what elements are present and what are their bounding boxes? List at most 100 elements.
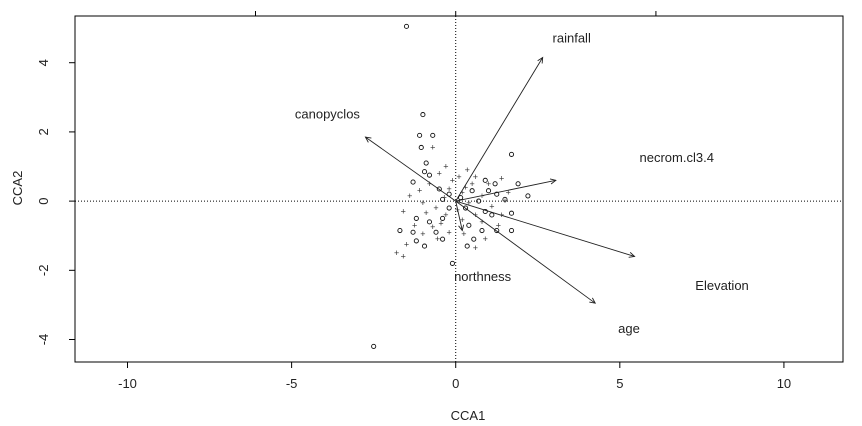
species-point: + [506,187,511,197]
species-point: + [435,234,440,244]
biplot-arrows-group [364,56,636,304]
reference-lines-group [75,16,843,362]
species-point: + [433,203,438,213]
site-point [494,191,500,197]
site-point [417,132,423,138]
biplot-arrow-head [537,56,544,64]
species-point: + [465,165,470,175]
species-point: + [401,251,406,261]
species-point: + [447,227,452,237]
species-point: + [461,229,466,239]
species-point: + [450,175,455,185]
species-point: + [483,234,488,244]
species-point: + [469,179,474,189]
site-point [420,112,426,118]
species-point: + [479,217,484,227]
species-point: + [407,191,412,201]
species-point: + [401,206,406,216]
species-point: + [447,184,452,194]
x-tick-label: 10 [777,376,791,391]
site-point [410,179,416,185]
site-point [426,219,433,225]
plot-frame-group [74,15,844,363]
species-point: + [442,193,447,203]
species-point: + [437,168,442,178]
biplot-label-necrom-cl3-4: necrom.cl3.4 [640,150,714,165]
species-point: + [412,220,417,230]
species-point: + [420,229,425,239]
species-point: + [486,179,491,189]
species-point: + [443,162,448,172]
species-point: + [479,191,484,201]
site-point [436,186,442,192]
biplot-labels-group: rainfall canopyclos necrom.cl3.4 Elevation a… [295,30,749,336]
plot-frame [74,15,844,363]
site-point [426,172,433,178]
species-point: + [417,186,422,196]
species-point: + [438,219,443,229]
x-tick-label: 0 [452,376,459,391]
species-point: + [455,205,460,215]
site-point [423,160,429,166]
site-point [440,236,446,242]
biplot-arrow [455,57,544,202]
x-axis-title: CCA1 [451,408,486,423]
site-point [479,227,485,234]
biplot-arrow [455,200,635,257]
site-point [433,229,439,235]
species-point: + [466,198,471,208]
species-point: + [473,210,478,220]
y-tick-label: 2 [36,128,51,135]
species-point: + [424,208,429,218]
species-point: + [427,179,432,189]
species-point: + [404,239,409,249]
site-point [440,196,446,202]
site-point [458,195,464,201]
site-point [489,212,495,218]
site-point [469,188,475,194]
site-point [410,229,416,235]
site-point [449,260,455,266]
site-point [371,343,377,349]
y-tick-label: -2 [36,265,51,277]
site-point [440,215,446,221]
species-point: + [394,248,399,258]
site-point [466,222,472,228]
site-point [471,236,477,242]
biplot-label-canopyclos: canopyclos [295,107,361,122]
y-axis-title: CCA2 [10,171,25,206]
biplot-arrow-head [589,297,597,304]
x-tick-label: -10 [118,376,137,391]
species-point: + [473,243,478,253]
biplot-label-northness: northness [454,269,512,284]
site-point [463,205,469,211]
species-point: + [456,172,461,182]
species-point: + [430,222,435,232]
x-tick-label: -5 [286,376,298,391]
site-point [508,227,515,234]
biplot-arrow-head [458,224,465,232]
site-point [446,191,452,197]
site-point [446,205,452,211]
biplot-arrow-head [364,136,372,143]
species-point: + [496,220,501,230]
site-point [502,196,508,202]
biplot-label-elevation: Elevation [695,278,748,293]
species-point: + [430,142,435,152]
site-point [397,227,403,234]
biplot-arrow-head [549,178,557,185]
species-point: + [473,172,478,182]
site-point [482,208,488,215]
biplot-arrow [455,201,463,231]
species-point: + [499,174,504,184]
axis-ticks-group: -10 -5 0 5 10 -4 -2 0 2 4 [36,11,791,391]
site-point [515,181,521,187]
site-point [485,188,492,194]
site-point [464,243,470,249]
species-point: + [463,182,468,192]
site-point [413,215,419,221]
biplot-arrow [455,179,556,202]
species-point: + [499,210,504,220]
species-point: + [460,215,465,225]
